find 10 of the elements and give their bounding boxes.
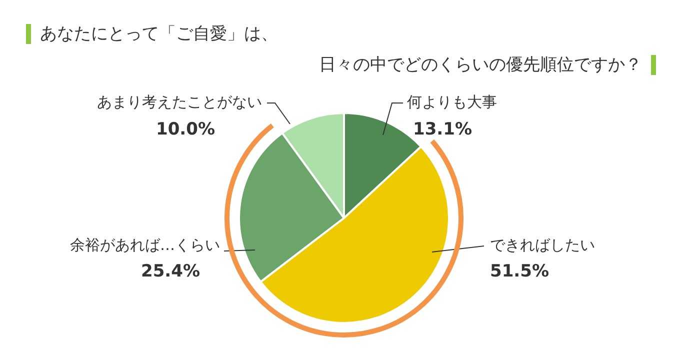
- slice-label: できればしたい: [490, 236, 595, 254]
- slice-label: 何よりも大事: [407, 92, 497, 111]
- data-label: 10.0%: [156, 119, 215, 140]
- slice-label: 余裕があれば…くらい: [70, 236, 220, 254]
- slice-label: あまり考えたことがない: [97, 92, 262, 111]
- chart-title: あなたにとって「ご自愛」は、: [40, 23, 278, 45]
- data-label: 25.4%: [141, 261, 200, 282]
- chart-subtitle: 日々の中でどのくらいの優先順位ですか？: [319, 54, 642, 76]
- data-label: 51.5%: [490, 261, 549, 282]
- data-label: 13.1%: [413, 119, 472, 140]
